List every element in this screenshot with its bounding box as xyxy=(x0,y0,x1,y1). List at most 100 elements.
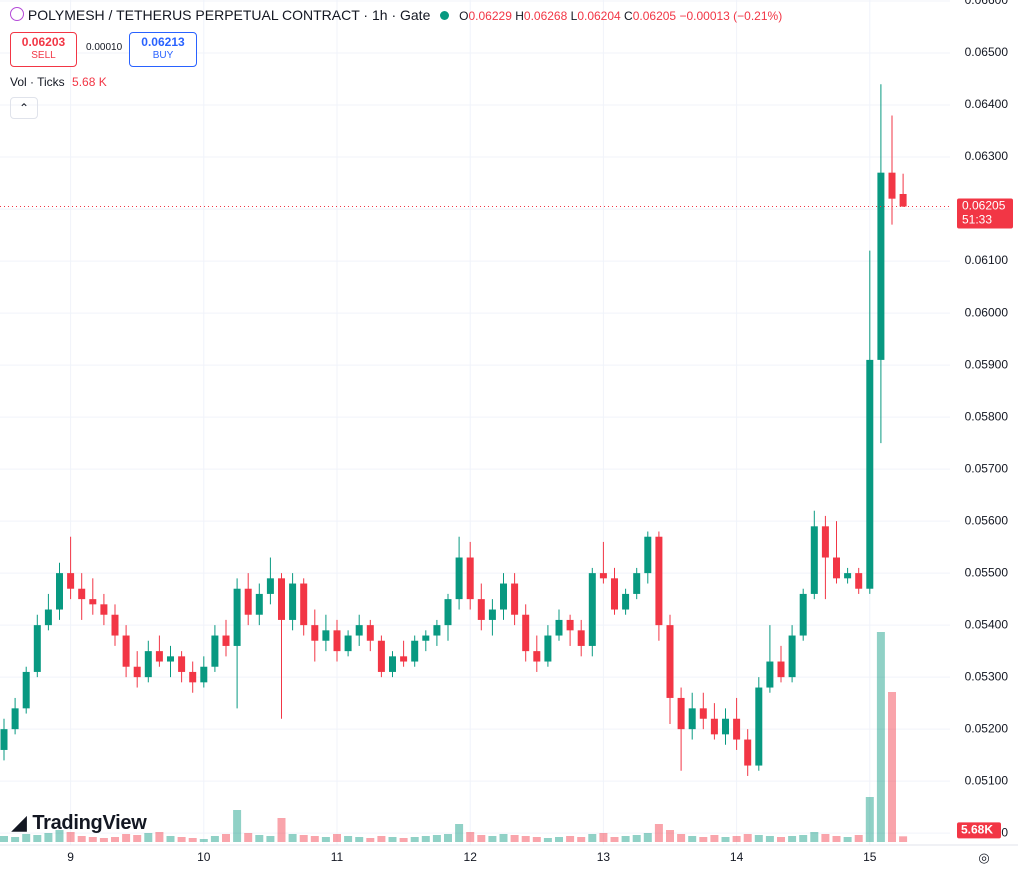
volume-bar xyxy=(144,833,153,842)
volume-bar xyxy=(732,836,741,842)
candle-body xyxy=(333,630,341,652)
volume-bar xyxy=(444,834,452,842)
candle-body xyxy=(699,708,707,719)
candle-body xyxy=(411,640,419,662)
volume-bar xyxy=(22,834,31,842)
x-tick-label: 10 xyxy=(197,850,211,864)
candle-body xyxy=(488,609,496,620)
ohlc-value: 0.06268 xyxy=(523,9,568,23)
candle-body xyxy=(466,557,474,600)
sell-label: SELL xyxy=(31,50,56,61)
candle-body xyxy=(810,526,818,594)
candle-body xyxy=(33,625,41,672)
volume-bar xyxy=(832,836,841,842)
candle-body xyxy=(666,625,674,698)
candle-body xyxy=(511,583,519,615)
candle-body xyxy=(89,599,97,605)
volume-bar xyxy=(577,837,586,842)
volume-bar xyxy=(355,837,364,842)
volume-bar xyxy=(543,838,552,842)
candle-body xyxy=(888,172,896,199)
candle-body xyxy=(289,583,297,620)
volume-bar xyxy=(488,836,497,842)
volume-bar xyxy=(821,834,830,842)
volume-bar xyxy=(566,836,575,842)
volume-bar xyxy=(876,632,885,842)
sell-button[interactable]: 0.06203 SELL xyxy=(10,32,77,67)
candle-body xyxy=(111,614,119,636)
candle-body xyxy=(799,593,807,636)
y-tick-label: 0.05700 xyxy=(965,461,1009,475)
y-tick-label: 0.05600 xyxy=(965,513,1009,527)
candle-body xyxy=(155,651,163,662)
ohlc-letter: H xyxy=(515,9,524,23)
volume-bar xyxy=(233,810,242,842)
candle-body xyxy=(655,536,663,626)
candle-body xyxy=(0,729,8,750)
candle-body xyxy=(444,599,452,626)
candle-body xyxy=(67,573,75,589)
y-tick-label: 0.06000 xyxy=(965,305,1009,319)
candle-body xyxy=(722,718,729,735)
volume-bar xyxy=(44,833,53,842)
volume-bar xyxy=(555,837,563,842)
volume-bar xyxy=(299,835,308,842)
candle-body xyxy=(222,635,230,646)
x-tick-label: 9 xyxy=(67,850,74,864)
candle-body xyxy=(833,557,840,579)
x-tick-label: 15 xyxy=(863,850,877,864)
settings-button[interactable]: ◎ xyxy=(978,850,990,865)
brand-name: TradingView xyxy=(32,812,147,834)
candle-body xyxy=(389,656,396,672)
volume-bar xyxy=(199,839,208,842)
candle-body xyxy=(855,573,863,589)
volume-bar xyxy=(666,830,674,842)
y-tick-label: 0.06500 xyxy=(965,45,1009,59)
volume-bar xyxy=(366,838,375,842)
volume-bar xyxy=(899,836,908,842)
candle-body xyxy=(422,635,430,641)
y-tick-label: 0.05500 xyxy=(965,565,1009,579)
brand: ◢ TradingView xyxy=(12,812,147,835)
candle-body xyxy=(22,671,30,709)
volume-bar xyxy=(799,835,808,842)
volume-bar xyxy=(865,797,874,842)
volume-bar xyxy=(177,837,186,842)
candle-body xyxy=(400,656,408,662)
candle-body xyxy=(311,625,319,641)
volume-bar xyxy=(643,833,652,842)
y-tick-label: 0.05800 xyxy=(965,409,1009,423)
candle-body xyxy=(899,193,907,207)
volume-bar xyxy=(377,836,386,842)
volume-bar xyxy=(677,834,686,842)
candle-body xyxy=(178,656,186,672)
x-tick-label: 14 xyxy=(730,850,744,864)
candle-body xyxy=(200,666,208,683)
candle-body xyxy=(677,697,685,730)
sell-price: 0.06203 xyxy=(21,35,66,49)
change: −0.00013 (−0.21%) xyxy=(679,9,783,23)
ohlc-value: 0.06229 xyxy=(468,9,512,23)
header: POLYMESH / TETHERUS PERPETUAL CONTRACT ·… xyxy=(10,7,782,23)
volume-bar xyxy=(754,835,763,842)
volume-bar xyxy=(421,836,430,842)
buy-button[interactable]: 0.06213 BUY xyxy=(129,32,197,67)
candle-body xyxy=(555,619,563,636)
volume-bar xyxy=(688,836,697,842)
volume-bar xyxy=(66,832,75,842)
volume-bar xyxy=(810,832,819,842)
spread: 0.00010 xyxy=(86,42,123,53)
volume-bar xyxy=(222,834,230,842)
volume-bar xyxy=(55,830,64,842)
candle-body xyxy=(11,708,19,730)
collapse-button[interactable]: ⌃ xyxy=(10,97,38,119)
price-label-box xyxy=(957,198,1013,229)
x-tick-label: 11 xyxy=(331,850,344,864)
candle-body xyxy=(633,573,641,594)
volume-bar xyxy=(155,832,164,842)
x-tick-label: 12 xyxy=(464,850,478,864)
candle-body xyxy=(622,593,630,610)
ohlc-letter: C xyxy=(624,9,633,23)
candle-body xyxy=(377,640,385,672)
